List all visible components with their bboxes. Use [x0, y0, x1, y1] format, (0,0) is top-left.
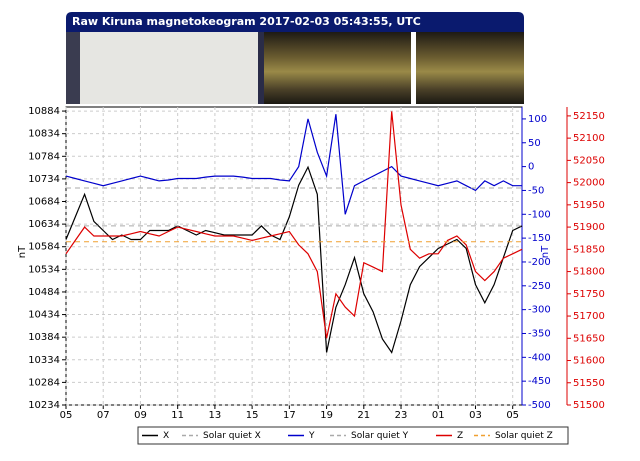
- chart-title: Raw Kiruna magnetokeogram 2017-02-03 05:…: [72, 15, 421, 28]
- x-tick-label: 19: [320, 410, 333, 421]
- x-tick-label: 07: [97, 410, 110, 421]
- x-tick-label: 09: [134, 410, 147, 421]
- y3-tick-label: 51500: [573, 400, 605, 411]
- y-tick-label: 10384: [28, 332, 60, 343]
- y2-tick-label: 50: [528, 138, 541, 149]
- y3-tick-label: 51750: [573, 289, 605, 300]
- y3-tick-label: 52050: [573, 155, 605, 166]
- y3-tick-label: 52000: [573, 178, 605, 189]
- y2-tick-label: -150: [528, 233, 551, 244]
- x-tick-label: 05: [60, 410, 73, 421]
- y2-tick-label: 100: [528, 114, 547, 125]
- y3-tick-label: 51550: [573, 378, 605, 389]
- series-line: [65, 111, 523, 339]
- y-tick-label: 10434: [28, 310, 60, 321]
- y2-axis-label: nT: [540, 245, 551, 258]
- y3-tick-label: 51950: [573, 200, 605, 211]
- y2-tick-label: 0: [528, 162, 534, 173]
- y-tick-label: 10734: [28, 174, 60, 185]
- y-tick-label: 10284: [28, 377, 60, 388]
- y2-tick-label: -500: [528, 400, 551, 411]
- y-axis-label: nT: [17, 245, 28, 258]
- title-bar: [66, 12, 524, 32]
- series-line: [65, 165, 523, 354]
- y2-tick-label: -100: [528, 209, 551, 220]
- legend-label: Solar quiet Y: [351, 431, 409, 441]
- keogram-image: [66, 32, 524, 104]
- plot-area: [65, 106, 523, 406]
- y3-tick-label: 51700: [573, 311, 605, 322]
- legend-label: Z: [457, 431, 463, 441]
- legend-label: X: [163, 431, 169, 441]
- legend-label: Y: [308, 431, 315, 441]
- y-tick-label: 10234: [28, 400, 60, 411]
- y2-tick-label: -50: [528, 185, 544, 196]
- x-tick-label: 03: [469, 410, 482, 421]
- y3-tick-label: 51800: [573, 267, 605, 278]
- series-line: [65, 114, 522, 215]
- y-tick-label: 10484: [28, 287, 60, 298]
- x-tick-label: 23: [395, 410, 408, 421]
- legend-box: [137, 426, 569, 445]
- y2-tick-label: -350: [528, 328, 551, 339]
- y-tick-label: 10884: [28, 106, 60, 117]
- y3-tick-label: 51850: [573, 244, 605, 255]
- legend-label: Solar quiet X: [203, 431, 261, 441]
- y2-tick-label: -400: [528, 352, 551, 363]
- y3-tick-label: 51600: [573, 356, 605, 367]
- y-tick-label: 10684: [28, 197, 60, 208]
- y-tick-label: 10834: [28, 129, 60, 140]
- y-tick-label: 10334: [28, 355, 60, 366]
- y2-tick-label: -300: [528, 305, 551, 316]
- y-tick-label: 10634: [28, 219, 60, 230]
- y-tick-label: 10534: [28, 264, 60, 275]
- y3-tick-label: 51900: [573, 222, 605, 233]
- legend-label: Solar quiet Z: [495, 431, 553, 441]
- y3-tick-label: 52100: [573, 133, 605, 144]
- y2-tick-label: -200: [528, 257, 551, 268]
- y3-tick-label: 52150: [573, 111, 605, 122]
- y2-tick-label: -250: [528, 281, 551, 292]
- x-tick-label: 13: [209, 410, 222, 421]
- x-tick-label: 05: [506, 410, 519, 421]
- x-tick-label: 17: [283, 410, 296, 421]
- x-tick-label: 15: [246, 410, 259, 421]
- y2-tick-label: -450: [528, 376, 551, 387]
- x-tick-label: 01: [432, 410, 445, 421]
- y3-tick-label: 51650: [573, 333, 605, 344]
- y-tick-label: 10784: [28, 151, 60, 162]
- x-tick-label: 21: [357, 410, 370, 421]
- x-tick-label: 11: [171, 410, 184, 421]
- y-tick-label: 10584: [28, 242, 60, 253]
